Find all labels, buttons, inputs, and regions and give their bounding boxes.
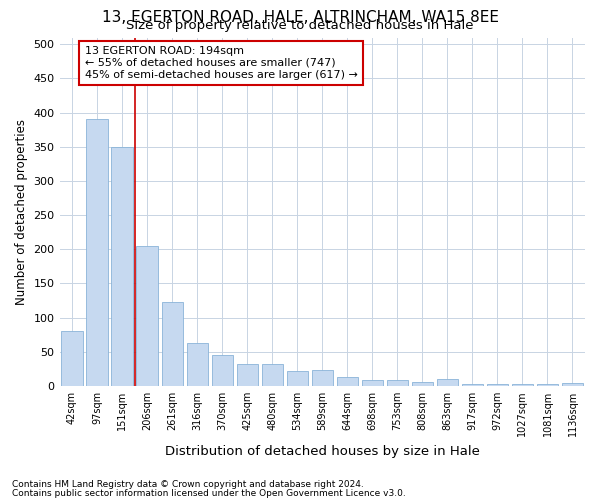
Bar	[262, 364, 283, 386]
Bar	[86, 120, 108, 386]
Text: Size of property relative to detached houses in Hale: Size of property relative to detached ho…	[126, 18, 474, 32]
Text: Contains public sector information licensed under the Open Government Licence v3: Contains public sector information licen…	[12, 488, 406, 498]
Bar	[61, 331, 83, 386]
Bar	[462, 384, 483, 386]
Bar	[387, 380, 408, 386]
Bar	[187, 343, 208, 386]
Text: 13, EGERTON ROAD, HALE, ALTRINCHAM, WA15 8EE: 13, EGERTON ROAD, HALE, ALTRINCHAM, WA15…	[101, 10, 499, 25]
Bar	[311, 370, 333, 386]
Bar	[487, 384, 508, 386]
Bar	[136, 246, 158, 386]
Bar	[236, 364, 258, 386]
Bar	[512, 384, 533, 386]
Bar	[537, 384, 558, 386]
Bar	[412, 382, 433, 386]
Y-axis label: Number of detached properties: Number of detached properties	[15, 118, 28, 304]
Bar	[337, 377, 358, 386]
Text: 13 EGERTON ROAD: 194sqm
← 55% of detached houses are smaller (747)
45% of semi-d: 13 EGERTON ROAD: 194sqm ← 55% of detache…	[85, 46, 358, 80]
Bar	[562, 383, 583, 386]
Bar	[437, 379, 458, 386]
Bar	[362, 380, 383, 386]
X-axis label: Distribution of detached houses by size in Hale: Distribution of detached houses by size …	[165, 444, 480, 458]
Bar	[161, 302, 183, 386]
Bar	[287, 371, 308, 386]
Bar	[212, 355, 233, 386]
Bar	[112, 147, 133, 386]
Text: Contains HM Land Registry data © Crown copyright and database right 2024.: Contains HM Land Registry data © Crown c…	[12, 480, 364, 489]
